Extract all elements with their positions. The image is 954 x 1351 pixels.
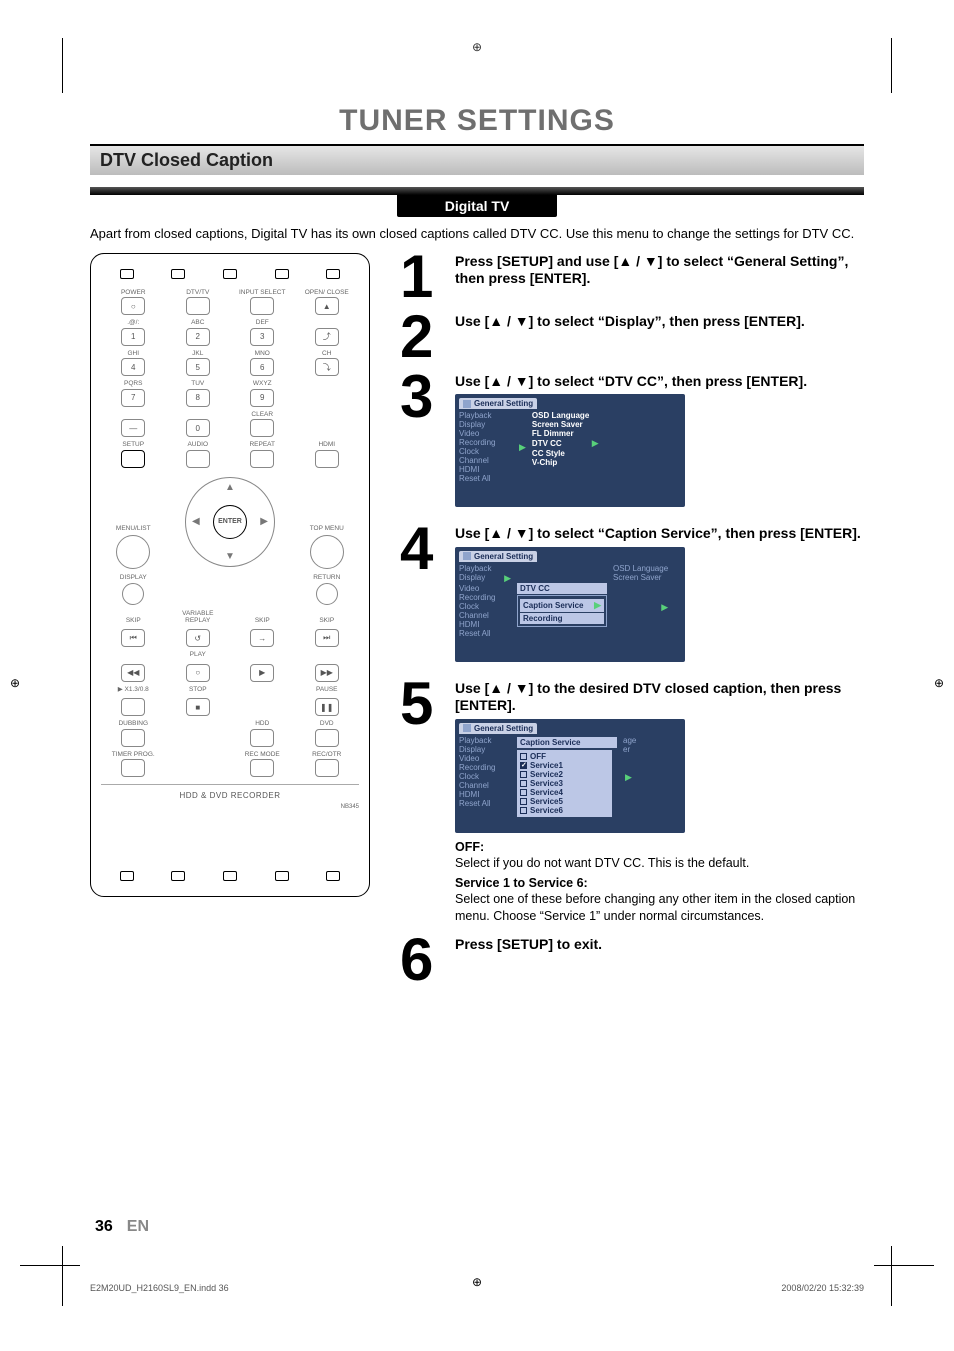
step-instruction: Use [▲ / ▼] to select “Caption Service”,…: [455, 525, 864, 543]
section-heading: DTV Closed Caption: [90, 144, 864, 175]
step-number: 1: [400, 253, 455, 301]
step-5: 5 Use [▲ / ▼] to the desired DTV closed …: [400, 680, 864, 924]
divider-bar: [90, 187, 864, 195]
page-number: 36EN: [95, 1218, 149, 1236]
remote-illustration: POWER○ DTV/TV INPUT SELECT OPEN/ CLOSE▲ …: [90, 253, 370, 898]
step-instruction: Use [▲ / ▼] to select “Display”, then pr…: [455, 313, 864, 331]
step-1: 1 Press [SETUP] and use [▲ / ▼] to selec…: [400, 253, 864, 301]
step-instruction: Press [SETUP] to exit.: [455, 936, 864, 954]
description-services: Service 1 to Service 6: Select one of th…: [455, 875, 864, 924]
step-6: 6 Press [SETUP] to exit.: [400, 936, 864, 984]
crop-mark-right: ⊕: [934, 676, 944, 690]
step-number: 5: [400, 680, 455, 924]
osd-panel-5: General Setting Playback Display Video R…: [455, 719, 685, 833]
step-number: 3: [400, 373, 455, 514]
osd-panel-4: General Setting Playback Display▶ Video …: [455, 547, 685, 662]
intro-text: Apart from closed captions, Digital TV h…: [90, 225, 864, 243]
footer-timestamp: 2008/02/20 15:32:39: [781, 1283, 864, 1293]
step-number: 6: [400, 936, 455, 984]
step-instruction: Use [▲ / ▼] to select “DTV CC”, then pre…: [455, 373, 864, 391]
page-title: TUNER SETTINGS: [90, 104, 864, 138]
subsection-badge: Digital TV: [397, 195, 557, 217]
crop-mark-left: ⊕: [10, 676, 20, 690]
step-2: 2 Use [▲ / ▼] to select “Display”, then …: [400, 313, 864, 361]
step-number: 2: [400, 313, 455, 361]
crop-mark-top: ⊕: [60, 40, 894, 54]
step-3: 3 Use [▲ / ▼] to select “DTV CC”, then p…: [400, 373, 864, 514]
footer-file: E2M20UD_H2160SL9_EN.indd 36: [90, 1283, 229, 1293]
osd-panel-3: General Setting Playback Display Video R…: [455, 394, 685, 507]
description-off: OFF: Select if you do not want DTV CC. T…: [455, 839, 864, 872]
step-4: 4 Use [▲ / ▼] to select “Caption Service…: [400, 525, 864, 668]
step-instruction: Use [▲ / ▼] to the desired DTV closed ca…: [455, 680, 864, 715]
step-instruction: Press [SETUP] and use [▲ / ▼] to select …: [455, 253, 864, 288]
step-number: 4: [400, 525, 455, 668]
